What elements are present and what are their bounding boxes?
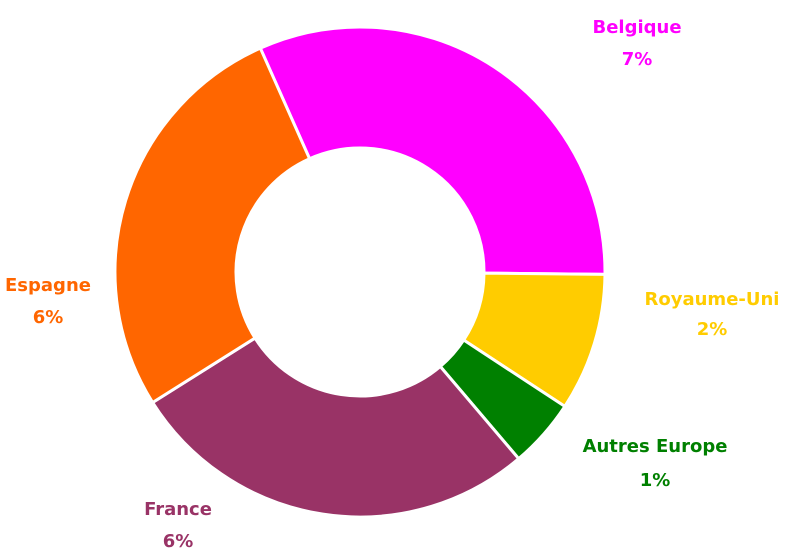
slice-value: 6%	[33, 307, 64, 328]
slice-value: 1%	[640, 470, 671, 491]
slice-value: 6%	[163, 531, 194, 549]
slice-name: Belgique	[592, 17, 681, 38]
donut-slice	[150, 335, 521, 519]
slice-name: Autres Europe	[583, 436, 728, 457]
slice-name: Royaume-Uni	[645, 289, 780, 310]
slice-name: Espagne	[5, 275, 91, 296]
slice-value: 7%	[622, 49, 653, 70]
slice-name: France	[144, 499, 212, 520]
slice-value: 2%	[697, 319, 728, 340]
donut-slice	[258, 25, 607, 276]
donut-slice	[113, 46, 312, 405]
